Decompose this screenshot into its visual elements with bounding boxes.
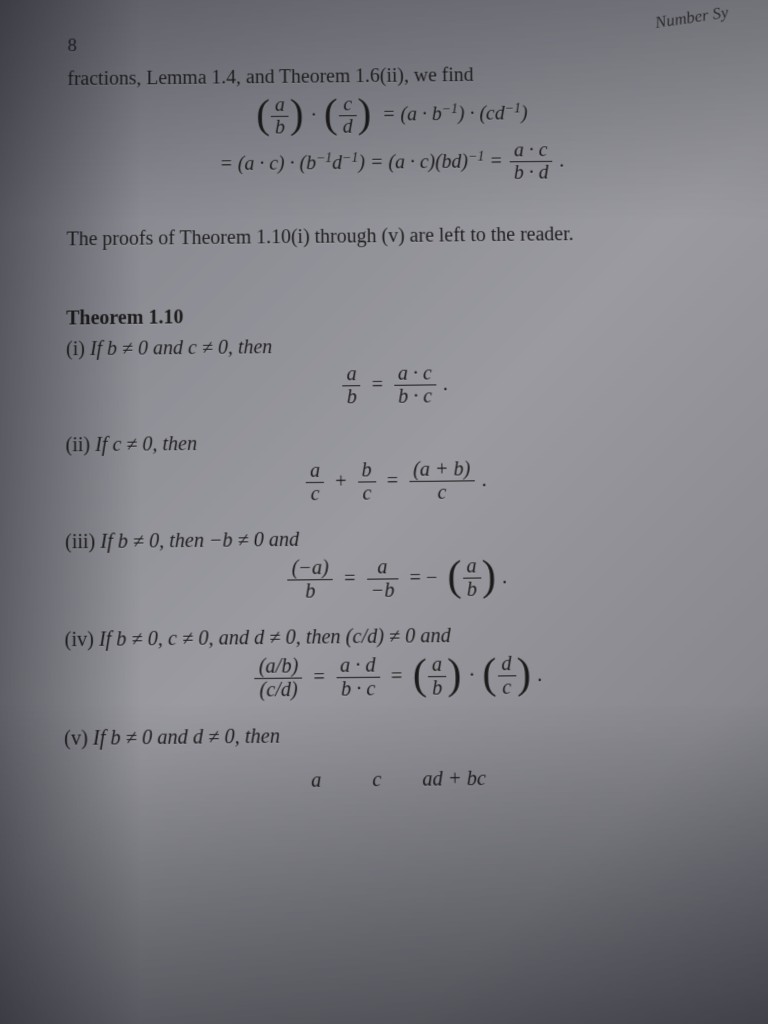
textbook-page: Number Sy 8 fractions, Lemma 1.4, and Th… — [0, 4, 768, 1024]
reader-note: The proofs of Theorem 1.10(i) through (v… — [67, 220, 719, 252]
eq1-line2: = (a · c) · (b−1d−1) = (a · c)(bd)−1 = — [219, 151, 507, 175]
item-iii: (iii) If b ≠ 0, then −b ≠ 0 and — [65, 524, 727, 554]
eq-iv: (a/b)(c/d) = a · db · c = ab · dc . — [64, 651, 731, 704]
running-header: Number Sy — [654, 3, 730, 33]
equation-1: ab · cd = (a · b−1) · (cd−1) = (a · c) ·… — [67, 91, 717, 189]
eq-v-partial: a c ad + bc — [64, 763, 734, 798]
eq1-rhs1: = (a · b−1) · (cd−1) — [377, 103, 527, 126]
item-ii: (ii) If c ≠ 0, then — [65, 427, 724, 457]
eq-iii: (−a)b = a−b = − ab . — [65, 554, 729, 607]
item-iv: (iv) If b ≠ 0, c ≠ 0, and d ≠ 0, then (c… — [65, 622, 730, 653]
page-number: 8 — [67, 29, 713, 57]
item-i: (i) If b ≠ 0 and c ≠ 0, then — [66, 332, 722, 362]
eq-i: ab = a · cb · c . — [66, 360, 724, 412]
item-v: (v) If b ≠ 0 and d ≠ 0, then — [64, 720, 732, 751]
eq-ii: ac + bc = (a + b)c . — [65, 457, 726, 509]
theorem-title: Theorem 1.10 — [66, 301, 721, 331]
intro-paragraph: fractions, Lemma 1.4, and Theorem 1.6(ii… — [67, 60, 714, 92]
